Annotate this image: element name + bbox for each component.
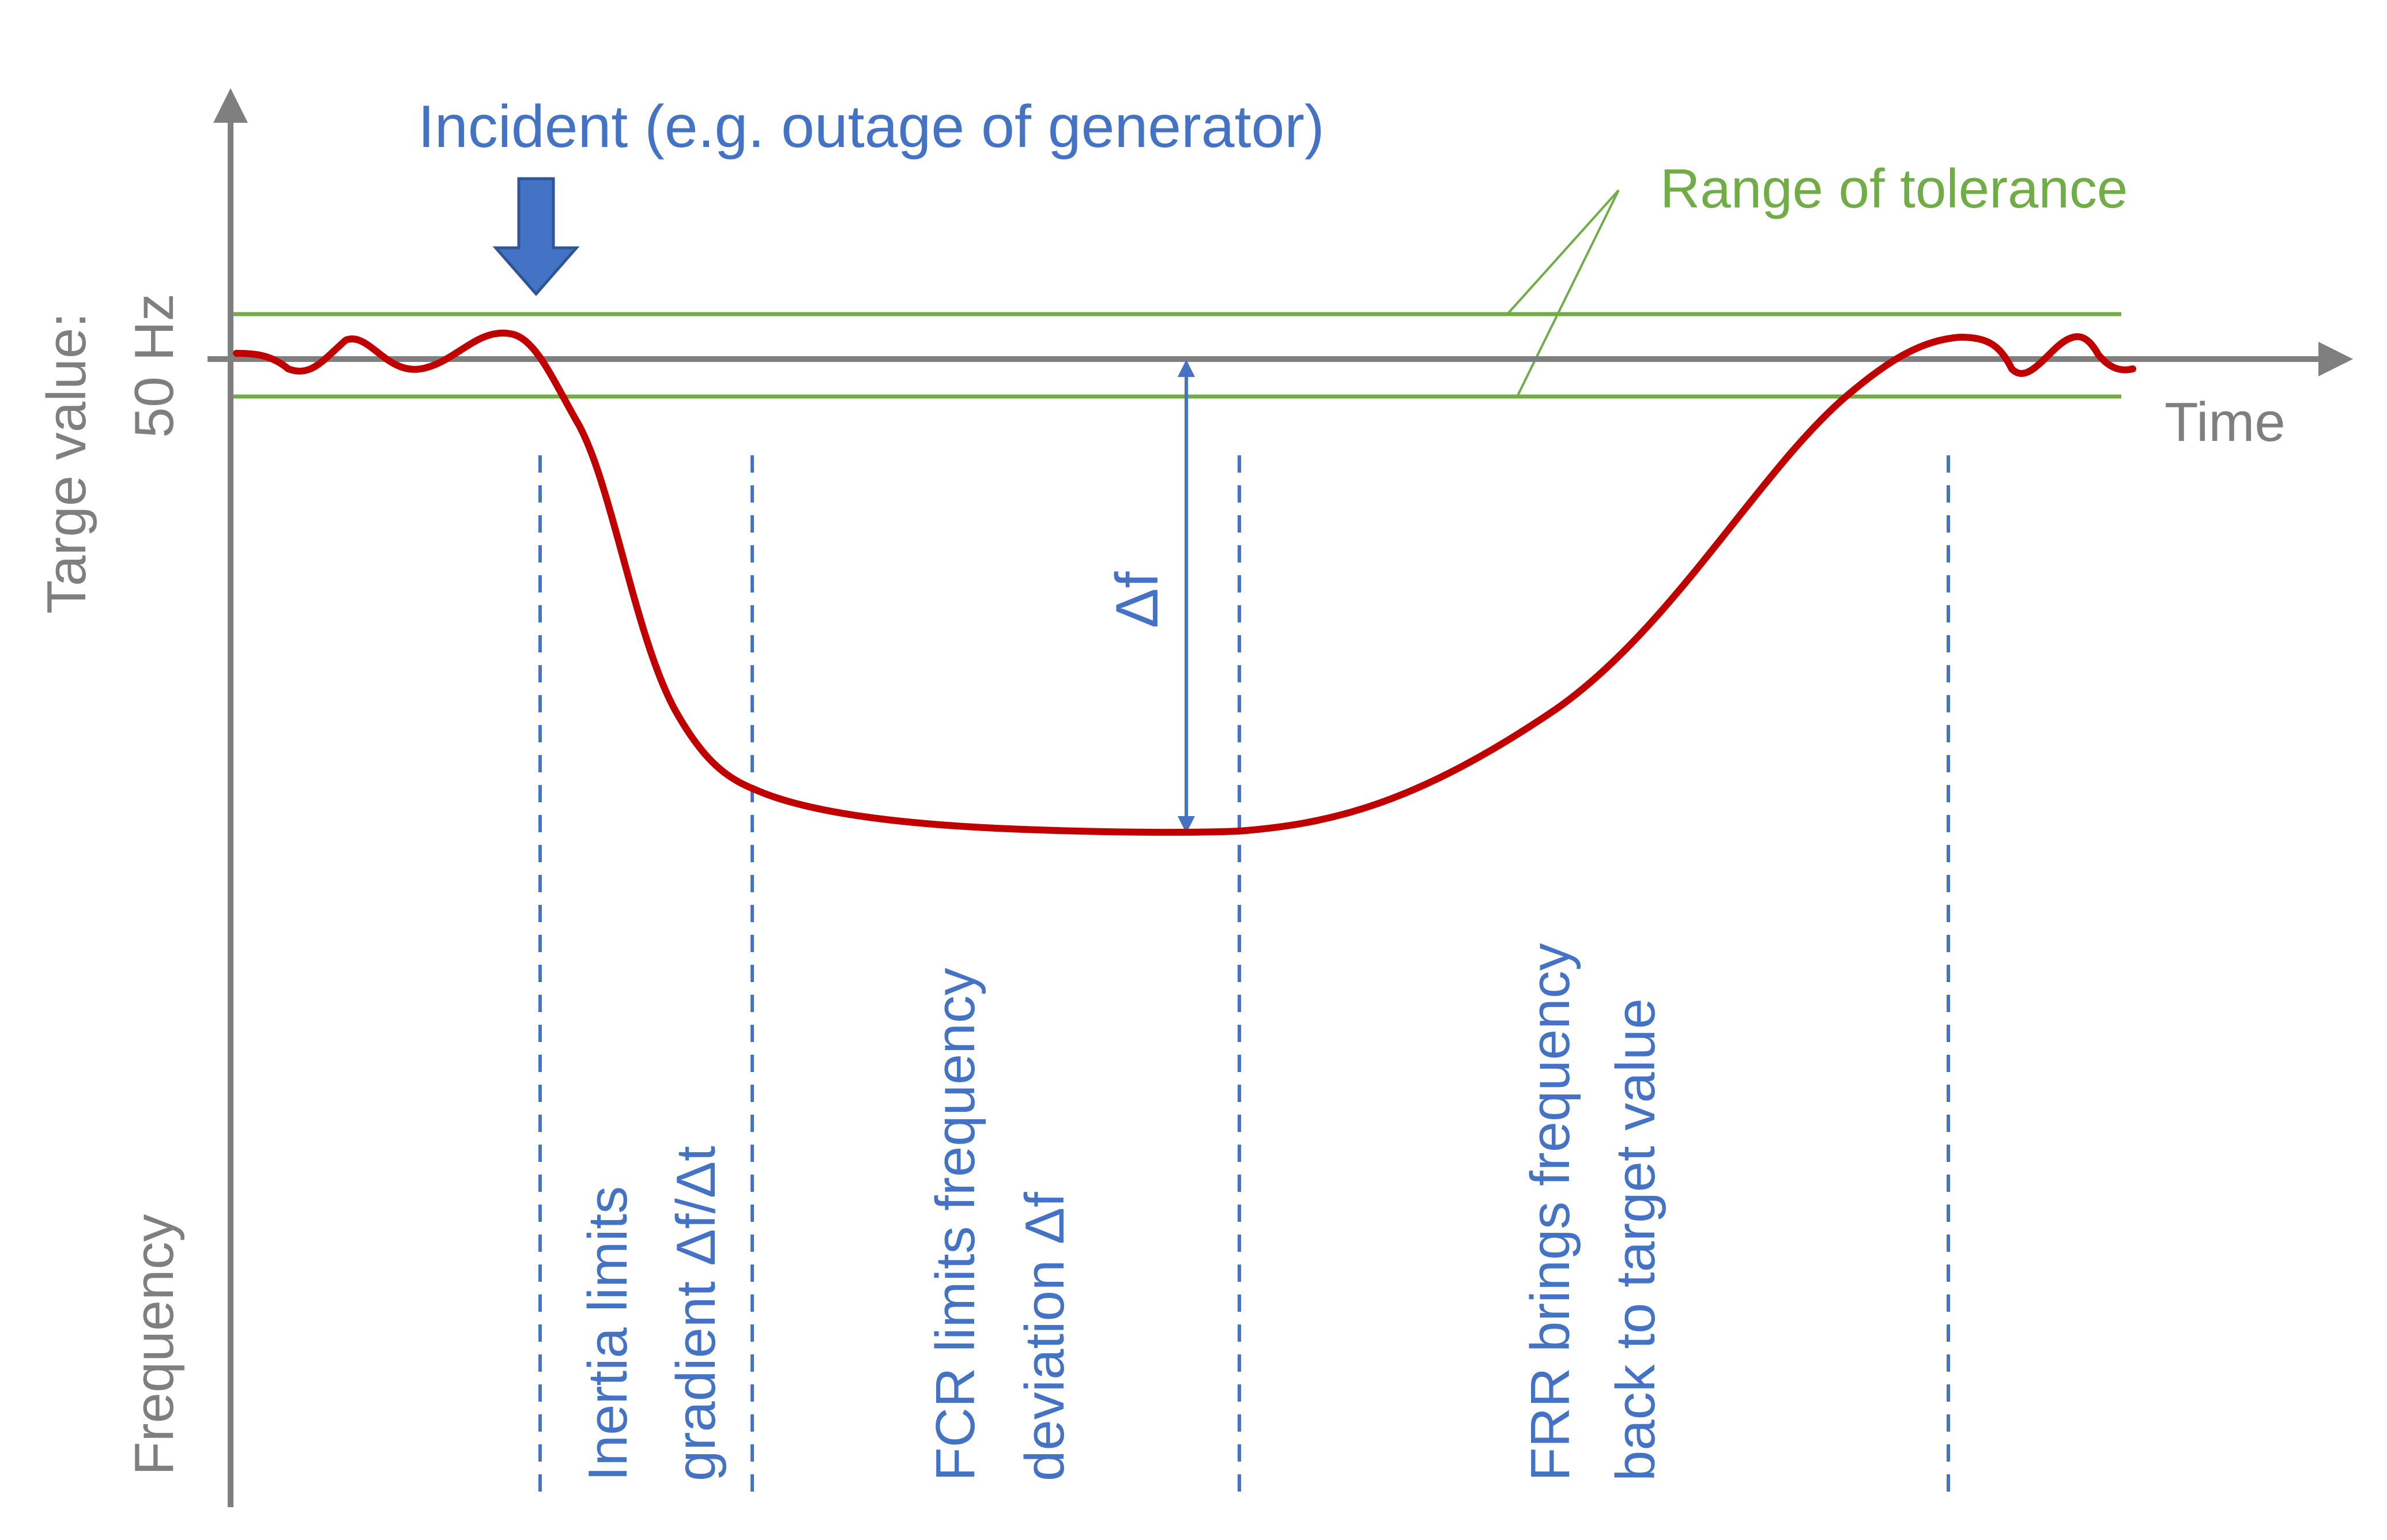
phase-frr-line2: back to target value	[1605, 998, 1666, 1481]
target-value-hz: 50 Hz	[123, 293, 185, 438]
tolerance-pointer-upper	[1506, 189, 1620, 315]
phase-inertia-line1: Inertia limits	[577, 1186, 639, 1481]
y-axis-label: Frequency	[123, 1214, 185, 1475]
phase-frr-line1: FRR brings frequency	[1519, 943, 1581, 1481]
x-axis-label: Time	[2164, 391, 2286, 453]
tolerance-pointer-lower	[1516, 190, 1620, 397]
deviation-label: Δf	[1104, 571, 1171, 628]
phase-inertia-line2: gradient Δf/Δt	[665, 1146, 727, 1481]
incident-label: Incident (e.g. outage of generator)	[418, 93, 1325, 160]
phase-fcr-line1: FCR limits frequency	[925, 968, 986, 1481]
tolerance-label: Range of tolerance	[1660, 158, 2128, 220]
target-value-label: Targe value:	[36, 312, 97, 614]
frequency-curve	[233, 329, 2136, 836]
phase-fcr-line2: deviation Δf	[1014, 1192, 1076, 1481]
down-arrow-icon	[492, 177, 580, 296]
